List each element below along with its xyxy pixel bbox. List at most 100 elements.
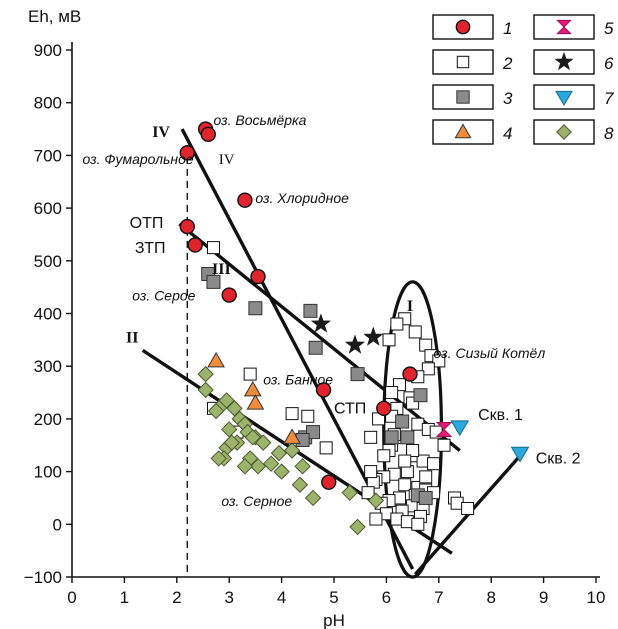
point-series-1 [187, 237, 203, 253]
y-tick-label: 200 [34, 410, 62, 429]
legend-item-3: 3 [432, 84, 513, 110]
point-series-2 [285, 407, 299, 421]
annotation: СТП [334, 401, 366, 418]
point-series-8 [244, 429, 261, 446]
y-tick-label: −100 [24, 568, 62, 587]
y-tick-label: 600 [34, 199, 62, 218]
y-tick-label: 100 [34, 463, 62, 482]
point-series-1 [402, 366, 418, 382]
point-series-1 [179, 218, 195, 235]
y-tick-label: 0 [53, 515, 62, 534]
point-series-8 [255, 434, 272, 451]
point-series-8 [220, 421, 238, 438]
line-label-II: II [126, 329, 138, 346]
y-tick-label: 700 [34, 146, 62, 165]
y-axis-title: Eh, мВ [28, 7, 81, 26]
point-series-3 [418, 490, 433, 505]
point-series-2 [385, 386, 399, 400]
point-series-1 [250, 268, 266, 285]
y-tick-label: 800 [34, 94, 62, 113]
annotation: ЗТП [135, 240, 166, 257]
point-series-8 [210, 450, 227, 467]
x-tick-label: 2 [172, 588, 181, 607]
legend-marker-5 [556, 19, 572, 35]
point-series-2 [319, 441, 333, 455]
series-3 [201, 266, 433, 505]
legend-marker-3 [456, 90, 470, 104]
trend-line [413, 454, 522, 576]
point-series-6 [344, 334, 366, 354]
series-2 [206, 241, 475, 531]
point-series-8 [341, 484, 358, 501]
y-tick-label: 500 [34, 252, 62, 271]
legend-label: 6 [604, 54, 614, 73]
x-tick-label: 5 [329, 588, 338, 607]
point-series-4 [243, 380, 262, 397]
x-tick-label: 7 [434, 588, 443, 607]
point-series-7 [510, 446, 530, 463]
point-series-4 [246, 394, 265, 410]
legend-item-7: 7 [533, 84, 614, 110]
point-series-2 [398, 454, 412, 468]
point-series-6 [363, 326, 384, 346]
legend-marker-6 [554, 51, 574, 71]
point-series-2 [364, 430, 378, 444]
point-series-2 [206, 241, 220, 255]
point-series-2 [406, 444, 420, 458]
point-series-8 [273, 463, 290, 480]
trend-line [178, 222, 461, 452]
legend-label: 3 [503, 89, 513, 108]
legend-label: 4 [503, 124, 512, 143]
point-series-8 [249, 458, 267, 475]
legend-label: 2 [502, 54, 513, 73]
legend-item-1: 1 [432, 14, 512, 40]
point-series-8 [197, 381, 214, 399]
point-series-8 [197, 365, 214, 383]
point-series-3 [395, 414, 410, 429]
point-series-2 [427, 457, 441, 471]
point-series-1 [315, 382, 332, 398]
point-series-2 [419, 470, 433, 484]
point-series-2 [377, 449, 391, 463]
x-tick-label: 10 [587, 588, 606, 607]
point-series-2 [369, 512, 383, 526]
legend-item-6: 6 [533, 49, 614, 75]
point-series-2 [390, 317, 404, 331]
point-series-8 [294, 458, 311, 475]
legend-label: 1 [503, 19, 512, 38]
legend-label: 8 [604, 124, 614, 143]
legend-item-8: 8 [533, 119, 614, 145]
point-series-2 [361, 486, 375, 500]
point-series-4 [207, 351, 225, 368]
annotation: оз. Сизый Котёл [434, 345, 546, 361]
legend-marker-4 [454, 123, 472, 139]
point-series-8 [207, 402, 225, 420]
legend-label: 5 [604, 19, 614, 38]
point-series-3 [308, 340, 323, 355]
point-series-2 [364, 465, 378, 479]
point-series-3 [306, 425, 321, 440]
point-series-8 [218, 392, 235, 409]
point-series-4 [283, 428, 301, 444]
series-4 [207, 351, 301, 444]
point-series-8 [226, 400, 243, 417]
point-series-6 [310, 313, 332, 333]
series-6 [310, 313, 384, 354]
x-tick-label: 9 [539, 588, 548, 607]
annotation: Скв. 1 [478, 407, 523, 424]
annotation: оз. Серое [132, 287, 195, 303]
point-series-2 [408, 325, 422, 339]
point-series-2 [437, 438, 451, 452]
point-series-1 [237, 192, 253, 208]
point-series-3 [350, 367, 365, 382]
point-series-2 [432, 354, 446, 368]
point-series-5 [435, 421, 453, 437]
point-series-3 [413, 388, 428, 403]
point-series-8 [304, 489, 322, 507]
point-series-1 [200, 126, 216, 143]
line-label-III: III [212, 261, 231, 278]
point-series-2 [301, 409, 315, 423]
x-axis-title: pH [323, 611, 345, 629]
series-7 [450, 420, 530, 463]
